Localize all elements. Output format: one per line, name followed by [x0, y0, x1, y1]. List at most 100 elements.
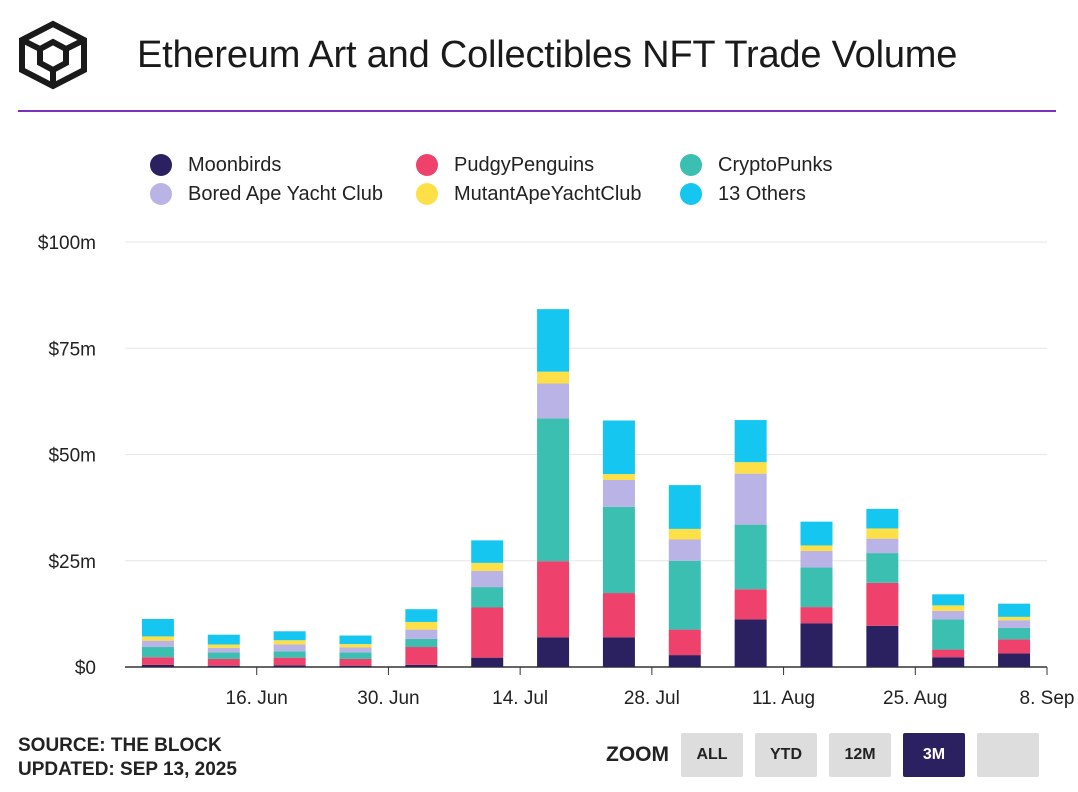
legend-label: Bored Ape Yacht Club	[188, 182, 383, 205]
bar-segment	[537, 561, 570, 638]
bar-segment	[471, 607, 504, 658]
bar-segment	[141, 636, 174, 641]
bar-segment	[602, 637, 635, 667]
gridlines	[125, 241, 1047, 668]
bar-segment	[273, 644, 306, 652]
zoom-blank-button[interactable]	[977, 733, 1039, 777]
bar-stack	[668, 485, 701, 667]
bar-segment	[734, 462, 767, 474]
y-axis: $0 $25m $50m $75m $100m	[38, 233, 96, 679]
bar-segment	[141, 647, 174, 658]
x-tick-label: 25. Aug	[883, 688, 947, 709]
bar-segment	[734, 473, 767, 525]
bar-stack	[339, 635, 372, 667]
bar-segment	[800, 545, 833, 551]
bar-segment	[537, 383, 570, 419]
y-tick-label: $100m	[38, 233, 96, 254]
bar-segment	[668, 629, 701, 656]
legend-item-cryptopunks[interactable]: CryptoPunks	[680, 152, 833, 178]
bar-segment	[273, 640, 306, 645]
bar-segment	[207, 644, 240, 648]
bar-segment	[273, 631, 306, 641]
y-tick-label: $50m	[48, 446, 96, 467]
bar-segment	[998, 653, 1031, 667]
bar-segment	[273, 651, 306, 658]
bar-stack	[734, 420, 767, 667]
bar-segment	[668, 655, 701, 667]
bar-segment	[405, 621, 438, 630]
bar-segment	[734, 524, 767, 590]
bar-segment	[668, 560, 701, 630]
bar-segment	[932, 594, 965, 606]
legend-label: CryptoPunks	[718, 153, 833, 176]
bar-segment	[734, 589, 767, 620]
bar-segment	[866, 508, 899, 529]
bar-stack	[537, 309, 570, 667]
title-divider	[18, 110, 1056, 112]
legend-label: MutantApeYachtClub	[454, 182, 642, 205]
zoom-ytd-button[interactable]: YTD	[755, 733, 817, 777]
updated-label: UPDATED: SEP 13, 2025	[18, 759, 237, 780]
bar-segment	[207, 652, 240, 659]
legend-item-pudgypenguins[interactable]: PudgyPenguins	[416, 152, 594, 178]
zoom-all-button[interactable]: ALL	[681, 733, 743, 777]
x-tick-label: 14. Jul	[492, 688, 548, 709]
bar-segment	[339, 665, 372, 667]
source-note: SOURCE: THE BLOCK UPDATED: SEP 13, 2025	[18, 734, 237, 782]
bar-segment	[998, 620, 1031, 628]
bar-stack	[207, 634, 240, 667]
legend-label: Moonbirds	[188, 153, 282, 176]
legend-item-13-others[interactable]: 13 Others	[680, 181, 806, 207]
bar-segment	[405, 647, 438, 665]
bar-segment	[866, 538, 899, 554]
bar-segment	[537, 371, 570, 384]
zoom-controls: ZOOM ALL YTD 12M 3M	[606, 733, 1039, 777]
legend-dot-moonbirds	[150, 154, 172, 176]
bar-stacks	[141, 309, 1031, 667]
zoom-3m-button[interactable]: 3M	[903, 733, 965, 777]
bar-segment	[602, 420, 635, 475]
bar-segment	[998, 603, 1031, 617]
bar-segment	[141, 664, 174, 667]
bar-segment	[668, 528, 701, 540]
bar-segment	[866, 528, 899, 539]
bar-segment	[141, 640, 174, 648]
legend-dot-pudgypenguins	[416, 154, 438, 176]
source-label: SOURCE: THE BLOCK	[18, 735, 222, 756]
legend-item-bored-ape-yacht-club[interactable]: Bored Ape Yacht Club	[150, 181, 383, 207]
bar-stack	[141, 618, 174, 667]
bar-segment	[471, 540, 504, 563]
x-tick-label: 28. Jul	[624, 688, 680, 709]
bar-segment	[339, 635, 372, 645]
bar-segment	[866, 582, 899, 626]
bar-segment	[471, 657, 504, 667]
bar-segment	[207, 665, 240, 667]
bar-segment	[537, 309, 570, 372]
x-tick-label: 16. Jun	[226, 688, 288, 709]
bar-segment	[471, 570, 504, 588]
bar-segment	[207, 658, 240, 666]
bar-segment	[141, 657, 174, 665]
bar-segment	[998, 627, 1031, 640]
the-block-logo-icon[interactable]	[18, 20, 88, 90]
chart-title: Ethereum Art and Collectibles NFT Trade …	[137, 34, 958, 76]
x-tick-label: 30. Jun	[357, 688, 419, 709]
bar-segment	[932, 657, 965, 667]
zoom-12m-button[interactable]: 12M	[829, 733, 891, 777]
stacked-bar-chart: $0 $25m $50m $75m $100m 16. Jun 30. Jun 14. Ju…	[38, 233, 1075, 709]
bar-segment	[537, 637, 570, 667]
y-tick-label: $75m	[48, 339, 96, 360]
bar-segment	[602, 480, 635, 507]
bar-segment	[471, 562, 504, 571]
bar-segment	[339, 652, 372, 659]
bar-segment	[800, 623, 833, 667]
legend-item-mutantapeyachtclub[interactable]: MutantApeYachtClub	[416, 181, 642, 207]
bar-segment	[734, 619, 767, 667]
chart-legend: Moonbirds PudgyPenguins CryptoPunks Bore…	[150, 152, 910, 212]
legend-label: PudgyPenguins	[454, 153, 595, 176]
legend-item-moonbirds[interactable]: Moonbirds	[150, 152, 281, 178]
bar-segment	[932, 649, 965, 658]
bar-stack	[602, 420, 635, 667]
bar-segment	[932, 605, 965, 611]
y-tick-label: $25m	[48, 552, 96, 573]
